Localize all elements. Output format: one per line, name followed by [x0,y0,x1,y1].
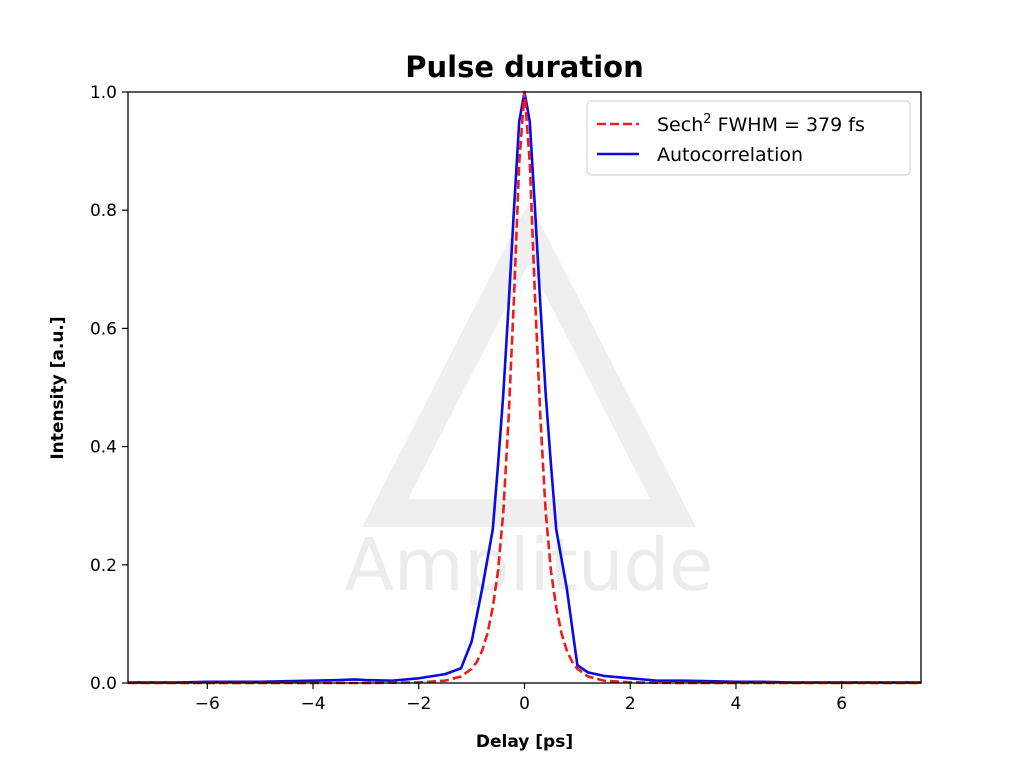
watermark-triangle [362,201,696,527]
legend: Sech2 FWHM = 379 fs Autocorrelation [586,100,911,176]
y-axis: 0.0 0.2 0.4 0.6 0.8 1.0 [90,83,128,694]
x-tick-label: 4 [731,694,742,714]
y-tick-label: 1.0 [90,83,117,103]
y-tick-label: 0.0 [90,674,117,694]
x-tick-label: 0 [519,694,530,714]
legend-box [586,100,911,176]
y-tick-label: 0.4 [90,438,117,458]
y-tick-label: 0.8 [90,201,117,221]
legend-sech-name: Sech [657,114,703,136]
x-axis: −6 −4 −2 0 2 4 6 [195,683,847,714]
legend-sech-suffix: FWHM = 379 fs [712,114,865,136]
watermark-logo: Amplitude [345,201,714,607]
legend-label-autocorrelation: Autocorrelation [657,144,803,166]
series-line-autocorrelation [128,90,921,684]
y-tick-label: 0.6 [90,319,117,339]
y-axis-label: Intensity [a.u.] [48,316,68,459]
x-tick-label: 2 [625,694,636,714]
chart-title: Pulse duration [405,50,644,84]
x-axis-label: Delay [ps] [476,732,573,752]
x-tick-label: −6 [195,694,220,714]
x-tick-label: −4 [301,694,326,714]
watermark-text: Amplitude [345,523,714,607]
legend-sech-superscript: 2 [703,112,711,127]
x-tick-label: −2 [406,694,431,714]
legend-label-sech: Sech2 FWHM = 379 fs [657,112,865,136]
y-tick-label: 0.2 [90,556,117,576]
x-tick-label: 6 [836,694,847,714]
